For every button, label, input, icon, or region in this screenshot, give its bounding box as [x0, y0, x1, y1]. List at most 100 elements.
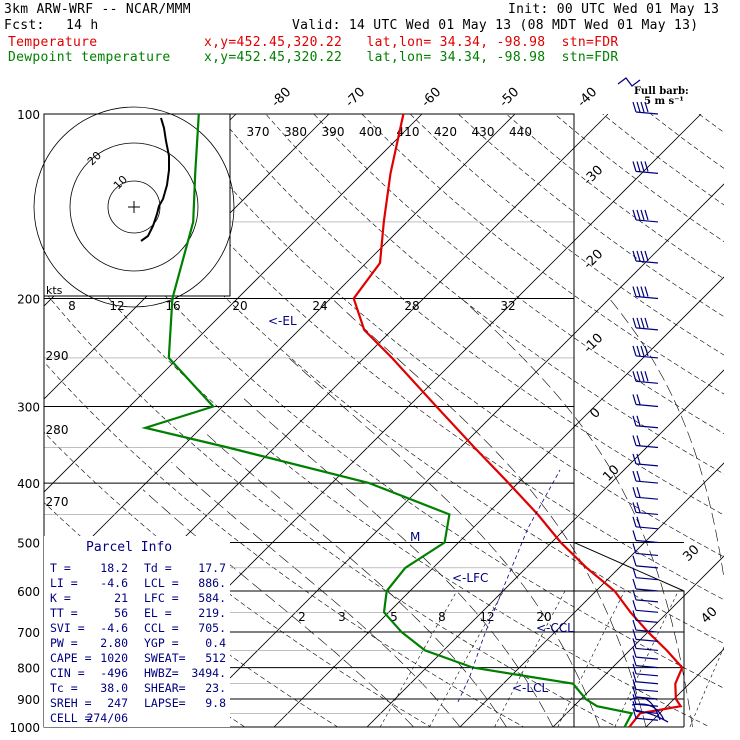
theta-label: 390 — [322, 125, 345, 139]
wind-barb — [632, 655, 659, 669]
wind-barb — [632, 619, 659, 633]
isotherm-label: -80 — [269, 85, 295, 111]
hodograph-speed-tick: 24 — [312, 299, 327, 313]
mixing-ratio-label: 3 — [338, 610, 346, 624]
parcel-panel-bg — [44, 536, 230, 727]
isotherm-label: -50 — [497, 85, 523, 111]
moist-adiabat — [242, 397, 554, 727]
wind-legend-subtitle: 5 m s⁻¹ — [644, 96, 684, 107]
isotherm-label: -70 — [343, 85, 369, 111]
theta-label: 420 — [434, 125, 457, 139]
temperature-location: x,y=452.45,320.22 lat,lon= 34.34, -98.98… — [204, 35, 619, 50]
moist-adiabat — [331, 298, 647, 727]
wind-barb — [632, 679, 659, 693]
parcel-label: LFC = — [144, 591, 179, 605]
wind-barb — [632, 250, 659, 264]
wind-barb-cluster — [629, 696, 669, 723]
theta-label: 400 — [359, 125, 382, 139]
wind-barb — [632, 470, 659, 484]
wind-barb — [632, 663, 659, 677]
hodograph-speed-tick: 12 — [109, 299, 124, 313]
wind-barb — [632, 286, 659, 300]
isotherm-line — [44, 114, 516, 586]
theta-left-label: 280 — [46, 423, 69, 437]
parcel-label: CAPE = — [50, 651, 92, 665]
parcel-value: 219. — [198, 606, 226, 620]
pressure-tick-label: 300 — [17, 400, 40, 414]
wind-barb — [632, 567, 659, 581]
wind-barb — [632, 578, 659, 592]
isotherm-line — [44, 114, 51, 121]
hodograph-ring — [107, 180, 161, 234]
parcel-value: 1020 — [100, 651, 128, 665]
parcel-label: CELL = — [50, 711, 92, 725]
parcel-label: TT = — [50, 606, 78, 620]
m-marker: M — [410, 530, 420, 544]
moist-adiabat — [609, 298, 724, 581]
hodograph-speed-tick: 28 — [404, 299, 419, 313]
dewpoint-line — [141, 113, 634, 728]
dry-adiabat — [44, 218, 711, 727]
parcel-value: -496 — [100, 666, 128, 680]
parcel-value: 0.4 — [205, 636, 226, 650]
parcel-value: 18.2 — [100, 561, 128, 575]
wind-barb — [632, 638, 659, 652]
wind-barb — [632, 610, 659, 623]
dry-adiabat — [120, 114, 724, 601]
parcel-label: LI = — [50, 576, 78, 590]
theta-label: 430 — [472, 125, 495, 139]
hodograph-speed-tick: 8 — [68, 299, 76, 313]
parcel-value: 886. — [198, 576, 226, 590]
parcel-label: K = — [50, 591, 71, 605]
parcel-value: 584. — [198, 591, 226, 605]
wind-barb — [632, 555, 659, 569]
parcel-label: CIN = — [50, 666, 85, 680]
dry-adiabat — [409, 114, 724, 356]
isotherm-label: -40 — [575, 85, 601, 111]
forecast-hour: 14 h — [66, 18, 99, 33]
lfc-marker: <-LFC — [452, 571, 488, 585]
wind-barb — [632, 415, 659, 429]
isotherm-label: 40 — [698, 604, 720, 626]
parcel-value: 17.7 — [198, 561, 226, 575]
temperature-legend: Temperature — [8, 35, 98, 50]
parcel-value: 23. — [205, 681, 226, 695]
dry-adiabat — [72, 114, 724, 644]
parcel-value: 247 — [107, 696, 128, 710]
wind-barb — [632, 671, 659, 685]
isotherm-label: 0 — [587, 405, 603, 421]
isotherm-label: -10 — [581, 331, 607, 357]
parcel-label: T = — [50, 561, 71, 575]
mixing-ratio-label: 8 — [438, 610, 446, 624]
legend-barb — [617, 77, 641, 87]
pressure-tick-label: 400 — [17, 477, 40, 491]
wind-barb — [632, 543, 659, 557]
parcel-label: LAPSE= — [144, 696, 186, 710]
dewpoint-legend: Dewpoint temperature — [8, 50, 171, 65]
parcel-value: -4.6 — [100, 576, 128, 590]
theta-label: 370 — [247, 125, 270, 139]
pressure-tick-label: 200 — [17, 293, 40, 307]
el-marker: <-EL — [268, 314, 297, 328]
parcel-value: 9.8 — [205, 696, 226, 710]
moist-adiabat — [461, 298, 693, 727]
parcel-label: SWEAT= — [144, 651, 186, 665]
wind-barb — [632, 589, 659, 603]
parcel-label: SVI = — [50, 621, 85, 635]
dry-adiabat — [217, 114, 724, 516]
mixing-ratio-line — [689, 646, 724, 727]
dry-adiabat — [44, 361, 525, 727]
hodograph-speed-tick: 32 — [500, 299, 515, 313]
parcel-label: PW = — [50, 636, 78, 650]
mixing-ratio-line — [557, 590, 625, 727]
wind-barb — [632, 209, 659, 223]
init-time: Init: 00 UTC Wed 01 May 13 — [508, 2, 720, 17]
lcl-marker: <-LCL — [512, 681, 548, 695]
parcel-value: -4.6 — [100, 621, 128, 635]
parcel-path — [457, 469, 561, 703]
mixing-ratio-line — [494, 590, 566, 727]
dewpoint-location: x,y=452.45,320.22 lat,lon= 34.34, -98.98… — [204, 50, 619, 65]
parcel-label: Tc = — [50, 681, 78, 695]
wind-barb — [632, 101, 659, 115]
